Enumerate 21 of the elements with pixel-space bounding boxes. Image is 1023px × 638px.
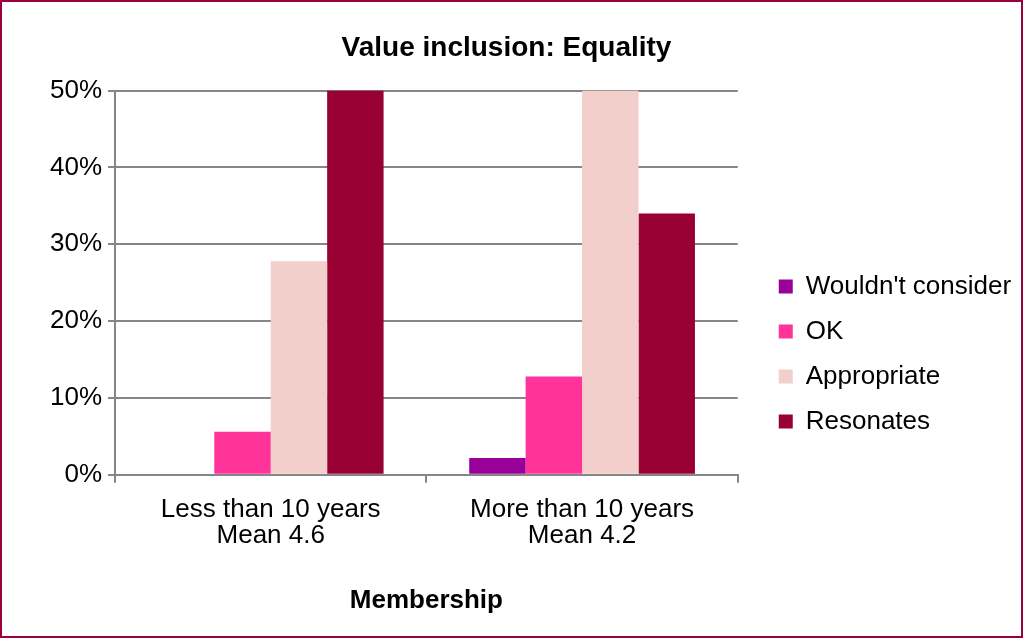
y-tick-label: 50% (49, 73, 103, 104)
bar (469, 457, 526, 474)
legend-label: Wouldn't consider (805, 269, 1012, 300)
bar (270, 261, 328, 474)
legend-label: Appropriate (805, 359, 941, 390)
chart-title: Value inclusion: Equality (341, 30, 672, 62)
bar (327, 90, 384, 474)
x-tick-label: More than 10 years Mean 4.2 (470, 492, 695, 549)
y-tick-label: 20% (49, 304, 103, 335)
legend-label: Resonates (805, 404, 931, 435)
bar (525, 376, 583, 474)
y-tick-label: 40% (49, 150, 103, 181)
x-tick-label: Less than 10 years Mean 4.6 (160, 492, 381, 549)
legend-label: OK (805, 314, 844, 345)
bar (638, 213, 695, 474)
x-axis-title: Membership (349, 583, 503, 614)
y-tick-label: 0% (64, 457, 103, 488)
bar (214, 431, 271, 474)
bar (582, 90, 639, 474)
y-tick-label: 30% (49, 227, 103, 258)
y-tick-label: 10% (49, 381, 103, 412)
